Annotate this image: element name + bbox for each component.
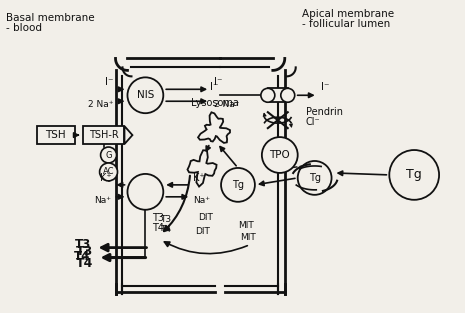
Text: Pendrin: Pendrin bbox=[306, 107, 343, 117]
Text: Basal membrane: Basal membrane bbox=[6, 13, 95, 23]
Text: Tg: Tg bbox=[406, 168, 422, 182]
Text: TSH-R: TSH-R bbox=[89, 130, 119, 140]
Text: - blood: - blood bbox=[6, 23, 42, 33]
Bar bbox=[268, 88, 288, 102]
Text: I⁻: I⁻ bbox=[105, 77, 113, 87]
Text: K⁺: K⁺ bbox=[193, 173, 205, 183]
Text: 2 Na⁺: 2 Na⁺ bbox=[88, 100, 113, 109]
Text: T4: T4 bbox=[74, 250, 91, 263]
Circle shape bbox=[100, 147, 117, 163]
Text: T3: T3 bbox=[160, 215, 172, 224]
Text: Cl⁻: Cl⁻ bbox=[306, 117, 320, 127]
Text: MIT: MIT bbox=[238, 221, 254, 230]
Text: Apical membrane: Apical membrane bbox=[302, 9, 394, 19]
Text: DIT: DIT bbox=[195, 227, 210, 236]
Text: T3: T3 bbox=[76, 245, 93, 258]
Circle shape bbox=[389, 150, 439, 200]
Text: 2 Na⁺: 2 Na⁺ bbox=[214, 100, 239, 109]
Text: Tg: Tg bbox=[309, 173, 321, 183]
Text: G: G bbox=[105, 151, 112, 160]
Circle shape bbox=[298, 161, 332, 195]
Text: T4: T4 bbox=[153, 223, 164, 233]
Text: DIT: DIT bbox=[198, 213, 213, 222]
Circle shape bbox=[262, 137, 298, 173]
Circle shape bbox=[261, 88, 275, 102]
Text: AC: AC bbox=[103, 167, 114, 177]
Text: I⁻: I⁻ bbox=[214, 77, 223, 87]
Text: Na⁺: Na⁺ bbox=[193, 196, 210, 205]
Text: NIS: NIS bbox=[137, 90, 154, 100]
Circle shape bbox=[221, 168, 255, 202]
Text: MIT: MIT bbox=[240, 233, 256, 242]
Text: I⁻: I⁻ bbox=[320, 82, 329, 92]
Text: K⁺: K⁺ bbox=[100, 173, 112, 183]
Text: Na⁺: Na⁺ bbox=[94, 196, 112, 205]
Polygon shape bbox=[198, 112, 230, 143]
Text: - follicular lumen: - follicular lumen bbox=[302, 18, 390, 28]
Bar bbox=[83, 126, 125, 144]
Text: Lysosoma: Lysosoma bbox=[191, 98, 239, 108]
Bar bbox=[37, 126, 75, 144]
Text: T4: T4 bbox=[160, 225, 171, 234]
Polygon shape bbox=[187, 150, 217, 187]
Text: I⁻: I⁻ bbox=[210, 82, 218, 92]
Text: T3: T3 bbox=[74, 238, 91, 251]
Text: TSH: TSH bbox=[46, 130, 66, 140]
Text: T4: T4 bbox=[76, 257, 93, 270]
Circle shape bbox=[281, 88, 295, 102]
Text: TPO: TPO bbox=[269, 150, 290, 160]
Text: Tg: Tg bbox=[232, 180, 244, 190]
Circle shape bbox=[127, 174, 163, 210]
Circle shape bbox=[100, 163, 118, 181]
Text: T3: T3 bbox=[153, 213, 164, 223]
Circle shape bbox=[127, 77, 163, 113]
Polygon shape bbox=[125, 126, 133, 144]
